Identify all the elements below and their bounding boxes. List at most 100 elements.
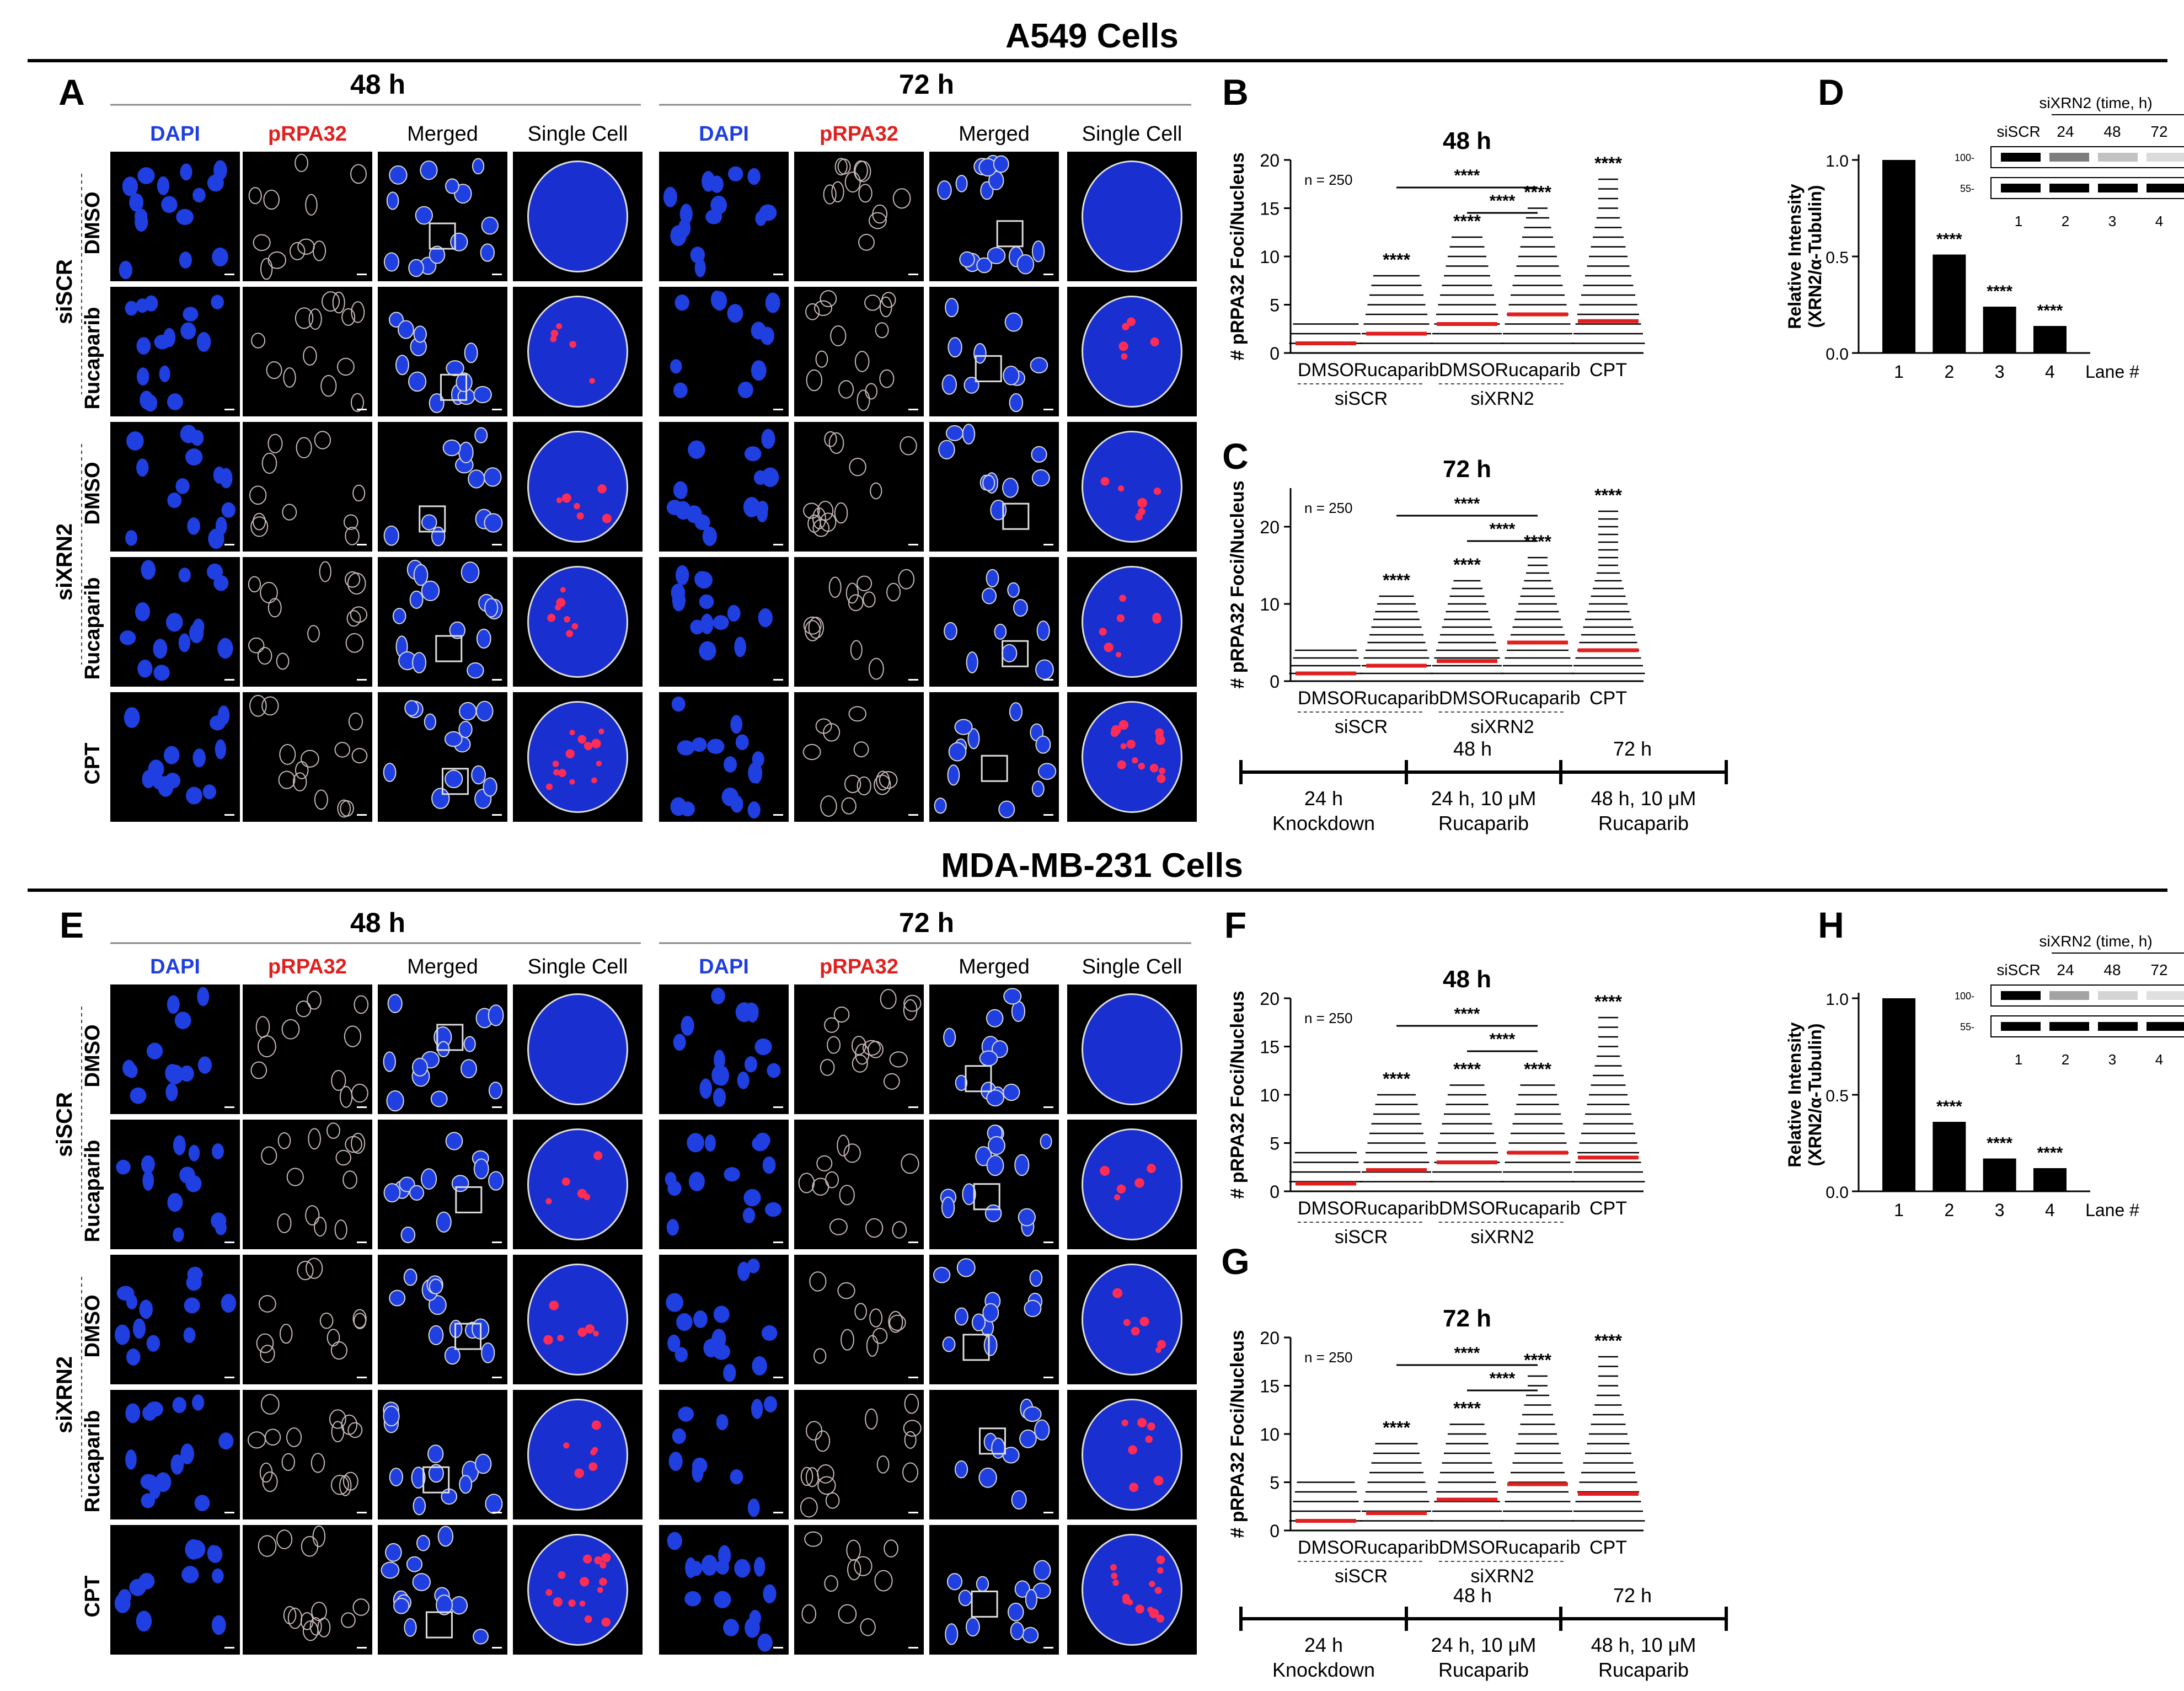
nucleus (135, 602, 151, 622)
nucleus (467, 662, 484, 679)
nucleus-outline (866, 1335, 879, 1357)
nucleus (383, 1051, 396, 1072)
bar (1882, 998, 1916, 1191)
micrograph-tile (243, 422, 372, 552)
category-label: Rucaparib (1354, 688, 1439, 709)
time-label-72h: 72 h (899, 907, 954, 938)
focus-dot (585, 1324, 595, 1334)
nucleus-outline (341, 308, 356, 326)
nucleus (445, 178, 459, 194)
nucleus-outline (874, 1570, 893, 1592)
micrograph-tile (794, 1525, 924, 1655)
nucleus (451, 1175, 469, 1192)
nucleus-outline (297, 238, 315, 255)
nucleus (749, 1609, 762, 1626)
nucleus-outline (249, 694, 267, 717)
nucleus-outline (876, 1455, 890, 1474)
significance-stars: **** (1453, 1399, 1481, 1419)
nucleus (1009, 702, 1023, 721)
nucleus (403, 1269, 417, 1286)
nucleus-outline (902, 1462, 918, 1483)
channel-header: Merged (959, 955, 1030, 978)
nucleus (474, 427, 488, 443)
nucleus-outline (339, 1085, 353, 1108)
micrograph-tile (659, 692, 789, 822)
nucleus (387, 994, 403, 1013)
nucleus-outline (870, 482, 882, 500)
nucleus (962, 424, 976, 445)
y-axis-label: # pRPA32 Foci/Nucleus (1227, 1330, 1248, 1538)
nucleus (481, 216, 499, 235)
group-label: siSCR (1335, 1227, 1388, 1248)
nucleus (159, 365, 170, 382)
blot-header: siXRN2 (time, h) (2039, 933, 2152, 950)
nucleus (941, 1196, 955, 1219)
single-cell-nucleus (527, 296, 628, 408)
nucleus (954, 1307, 968, 1326)
nucleus (761, 429, 775, 449)
nucleus (986, 1009, 1004, 1028)
nucleus (1003, 365, 1020, 386)
nucleus (1031, 780, 1045, 798)
nucleus (125, 1403, 141, 1424)
nucleus (993, 155, 1009, 173)
nucleus (124, 707, 140, 729)
nucleus-outline (267, 251, 287, 269)
nucleus (694, 258, 706, 277)
nucleus (118, 1589, 131, 1605)
nucleus (1016, 254, 1035, 275)
focus-dot (1100, 1165, 1110, 1176)
nucleus (428, 1325, 444, 1345)
nucleus (473, 1629, 489, 1645)
micrograph-tile (378, 1120, 507, 1249)
nucleus-outline (277, 1132, 291, 1149)
row-label: Rucaparib (81, 577, 104, 680)
micrograph-tile (243, 557, 372, 687)
bar (2033, 1168, 2067, 1191)
nucleus-outline (801, 1604, 817, 1624)
nucleus-outline (824, 1575, 838, 1592)
nucleus (727, 604, 741, 622)
scale-bar (1043, 1377, 1053, 1378)
focus-dot (1122, 1593, 1130, 1602)
scale-bar (357, 1242, 367, 1243)
timeline-segment-label: 24 h (1304, 787, 1343, 810)
nucleus-outline (307, 625, 320, 643)
focus-dot (1147, 1164, 1156, 1173)
y-tick-label: 5 (1270, 1134, 1280, 1154)
nucleus (119, 260, 133, 280)
y-tick-label: 1.0 (1826, 152, 1849, 170)
nucleus-outline (838, 1604, 857, 1624)
micrograph-tile (1067, 1390, 1197, 1519)
channel-header: pRPA32 (820, 122, 898, 146)
nucleus-outline (849, 457, 866, 477)
nucleus-outline (900, 436, 917, 456)
nucleus (178, 568, 191, 583)
nucleus-outline (809, 1271, 827, 1292)
scale-bar (1043, 1106, 1053, 1108)
timeline-segment-label: Rucaparib (1438, 1658, 1529, 1681)
nucleus-outline (314, 789, 328, 810)
nucleus (713, 1088, 726, 1107)
nucleus (167, 1192, 183, 1212)
scale-bar (357, 409, 367, 410)
nucleus-outline (827, 1036, 841, 1054)
nucleus (421, 580, 440, 602)
nucleus (998, 800, 1015, 818)
blot-column-label: 24 (2057, 123, 2074, 140)
nucleus (692, 1457, 708, 1474)
nucleus (666, 500, 683, 516)
nucleus (179, 1166, 195, 1184)
group-label: siXRN2 (1470, 1227, 1534, 1248)
nucleus-outline (804, 1531, 823, 1547)
nucleus-outline (278, 770, 296, 789)
nucleus-outline (319, 561, 331, 582)
nucleus (428, 1464, 444, 1483)
nucleus (948, 337, 962, 358)
nucleus (1014, 1580, 1030, 1598)
lane-tick-label: 4 (2045, 1200, 2055, 1220)
micrograph-tile (659, 1525, 789, 1655)
nucleus (215, 516, 227, 536)
nucleus (1018, 1208, 1036, 1227)
focus-dot (1118, 341, 1128, 351)
